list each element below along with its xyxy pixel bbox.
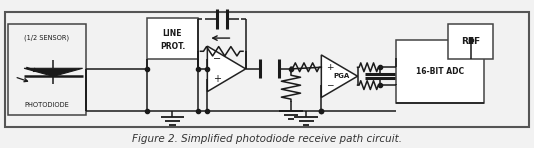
Polygon shape <box>207 46 246 92</box>
FancyBboxPatch shape <box>7 24 87 115</box>
Point <box>375 84 384 86</box>
Point <box>203 110 211 113</box>
FancyBboxPatch shape <box>448 24 493 59</box>
Text: +: + <box>326 63 333 72</box>
Text: REF: REF <box>461 37 480 46</box>
Point <box>317 110 326 113</box>
Point <box>193 110 202 113</box>
FancyBboxPatch shape <box>396 40 484 103</box>
Text: (1/2 SENSOR): (1/2 SENSOR) <box>25 34 69 41</box>
Point <box>193 68 202 70</box>
Text: LINE: LINE <box>163 29 182 38</box>
Text: PGA: PGA <box>333 73 349 79</box>
Text: Figure 2. Simplified photodiode receive path circuit.: Figure 2. Simplified photodiode receive … <box>132 133 402 144</box>
FancyBboxPatch shape <box>147 18 198 59</box>
Text: +: + <box>213 74 221 84</box>
Point <box>467 38 475 41</box>
Polygon shape <box>321 55 358 97</box>
Point <box>375 66 384 69</box>
FancyBboxPatch shape <box>5 12 529 127</box>
Point <box>203 68 211 70</box>
Text: PHOTODIODE: PHOTODIODE <box>25 102 69 108</box>
Text: PROT.: PROT. <box>160 42 185 51</box>
Text: 16-BIT ADC: 16-BIT ADC <box>416 67 464 76</box>
Point <box>143 68 152 70</box>
Point <box>287 68 295 70</box>
Point <box>143 110 152 113</box>
Text: −: − <box>213 54 221 64</box>
Point <box>317 110 326 113</box>
Polygon shape <box>24 68 83 76</box>
Text: −: − <box>326 81 333 90</box>
